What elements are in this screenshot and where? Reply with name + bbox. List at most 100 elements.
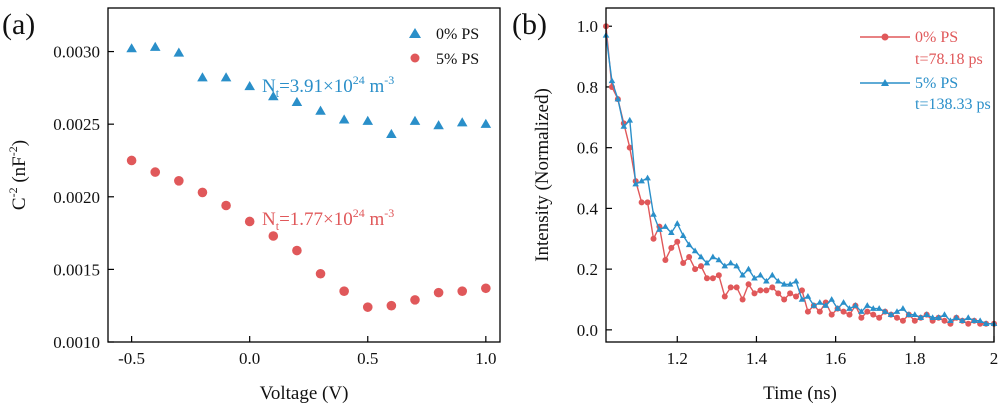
data-point [409, 115, 421, 125]
legend-marker-circle [881, 33, 889, 41]
data-point [947, 317, 954, 324]
data-point [338, 114, 350, 124]
data-point [923, 311, 930, 317]
panel-b-chart: (b) 1.2 1.4 1.6 1.8 2 0.0 0.2 0.4 0.6 0.8 1.0 Time… [512, 7, 999, 404]
data-point [674, 238, 681, 245]
data-point [680, 260, 687, 267]
panel-b-legend: 0% PS t=78.18 ps 5% PS t=138.33 ps [860, 29, 991, 113]
panel-b-frame [605, 7, 995, 343]
y-tick-label: 0.0010 [53, 333, 100, 352]
data-point [786, 280, 794, 287]
data-point [268, 231, 279, 241]
data-point [126, 155, 137, 166]
data-point [757, 287, 764, 294]
data-point [875, 305, 883, 311]
anno1-sub: t [276, 219, 280, 233]
data-point [709, 275, 716, 282]
panel-a-legend: 0% PS 5% PS [409, 26, 479, 68]
data-point [614, 95, 622, 102]
data-point [917, 314, 925, 320]
data-point [745, 281, 752, 288]
panel-b-label: (b) [512, 8, 547, 41]
data-point [715, 256, 723, 263]
data-point [433, 120, 444, 130]
panel-a-ylabel-unit-exp: -2 [6, 146, 20, 156]
data-point [679, 232, 687, 239]
data-point [697, 253, 705, 260]
data-point [481, 283, 491, 294]
panel-a-legend-1: 5% PS [436, 51, 479, 68]
data-point [174, 176, 184, 186]
data-point [386, 128, 397, 138]
y-tick-label: 0.4 [577, 199, 599, 218]
data-point [976, 317, 984, 324]
data-point [386, 300, 397, 311]
series-0 [603, 23, 997, 327]
x-tick-label: -0.5 [118, 349, 145, 368]
data-point [685, 241, 693, 248]
data-point [757, 271, 764, 278]
data-point [751, 274, 758, 281]
x-tick-label: 1.0 [475, 349, 496, 368]
panel-a-annotation-1: Nt=1.77×1024 m-3 [262, 206, 394, 233]
data-point [150, 167, 161, 177]
data-point [220, 72, 232, 82]
panel-b-legend-1: 5% PS [915, 75, 958, 92]
data-point [852, 302, 859, 308]
data-point [810, 302, 818, 308]
data-point [221, 200, 231, 211]
x-tick-label: 1.4 [746, 349, 768, 368]
y-tick-label: 0.0 [577, 321, 598, 340]
x-tick-label: 0.5 [357, 349, 378, 368]
data-point [893, 308, 901, 314]
data-point [149, 41, 161, 51]
data-point [480, 118, 492, 128]
panel-a-xlabel: Voltage (V) [260, 383, 349, 404]
y-tick-label: 0.0015 [53, 260, 100, 279]
data-point [315, 268, 326, 279]
data-point [315, 105, 326, 115]
data-point [126, 43, 137, 53]
data-point [804, 308, 811, 315]
data-point [339, 286, 349, 296]
x-tick-label: 1.8 [904, 349, 925, 368]
data-point [638, 199, 645, 206]
data-point [733, 262, 740, 269]
data-point [840, 308, 847, 315]
data-point [686, 253, 693, 260]
data-point [905, 311, 913, 317]
data-point [638, 177, 645, 184]
panel-b-xlabel: Time (ns) [763, 383, 837, 404]
data-point [959, 317, 966, 324]
data-point [632, 180, 639, 187]
data-point [869, 305, 877, 311]
data-point [733, 284, 740, 291]
panel-b-marks [602, 23, 998, 327]
anno1-post-sup: -3 [384, 206, 394, 220]
data-point [970, 317, 978, 324]
data-point [876, 314, 883, 321]
data-point [709, 253, 717, 260]
data-point [626, 116, 634, 123]
anno0-sub: t [276, 86, 280, 100]
data-point [864, 308, 871, 315]
data-point [781, 296, 788, 303]
series-1 [602, 31, 998, 327]
panel-b-ticks: 1.2 1.4 1.6 1.8 2 0.0 0.2 0.4 0.6 0.8 1.0 [577, 17, 999, 368]
data-point [268, 91, 279, 101]
data-point [787, 290, 794, 297]
data-point [650, 211, 657, 217]
anno1-sup: 24 [353, 206, 365, 220]
data-point [727, 284, 734, 291]
panel-a-ylabel: C-2 (nF-2) [6, 140, 30, 210]
data-point [739, 296, 746, 303]
data-point [911, 311, 919, 317]
data-point [291, 96, 303, 107]
data-point [840, 299, 847, 305]
panel-a-ylabel-unit-close: ) [9, 140, 30, 146]
data-point [721, 262, 729, 269]
data-point [745, 265, 752, 272]
data-point [870, 311, 877, 318]
data-point [362, 302, 373, 312]
data-point [698, 263, 705, 270]
